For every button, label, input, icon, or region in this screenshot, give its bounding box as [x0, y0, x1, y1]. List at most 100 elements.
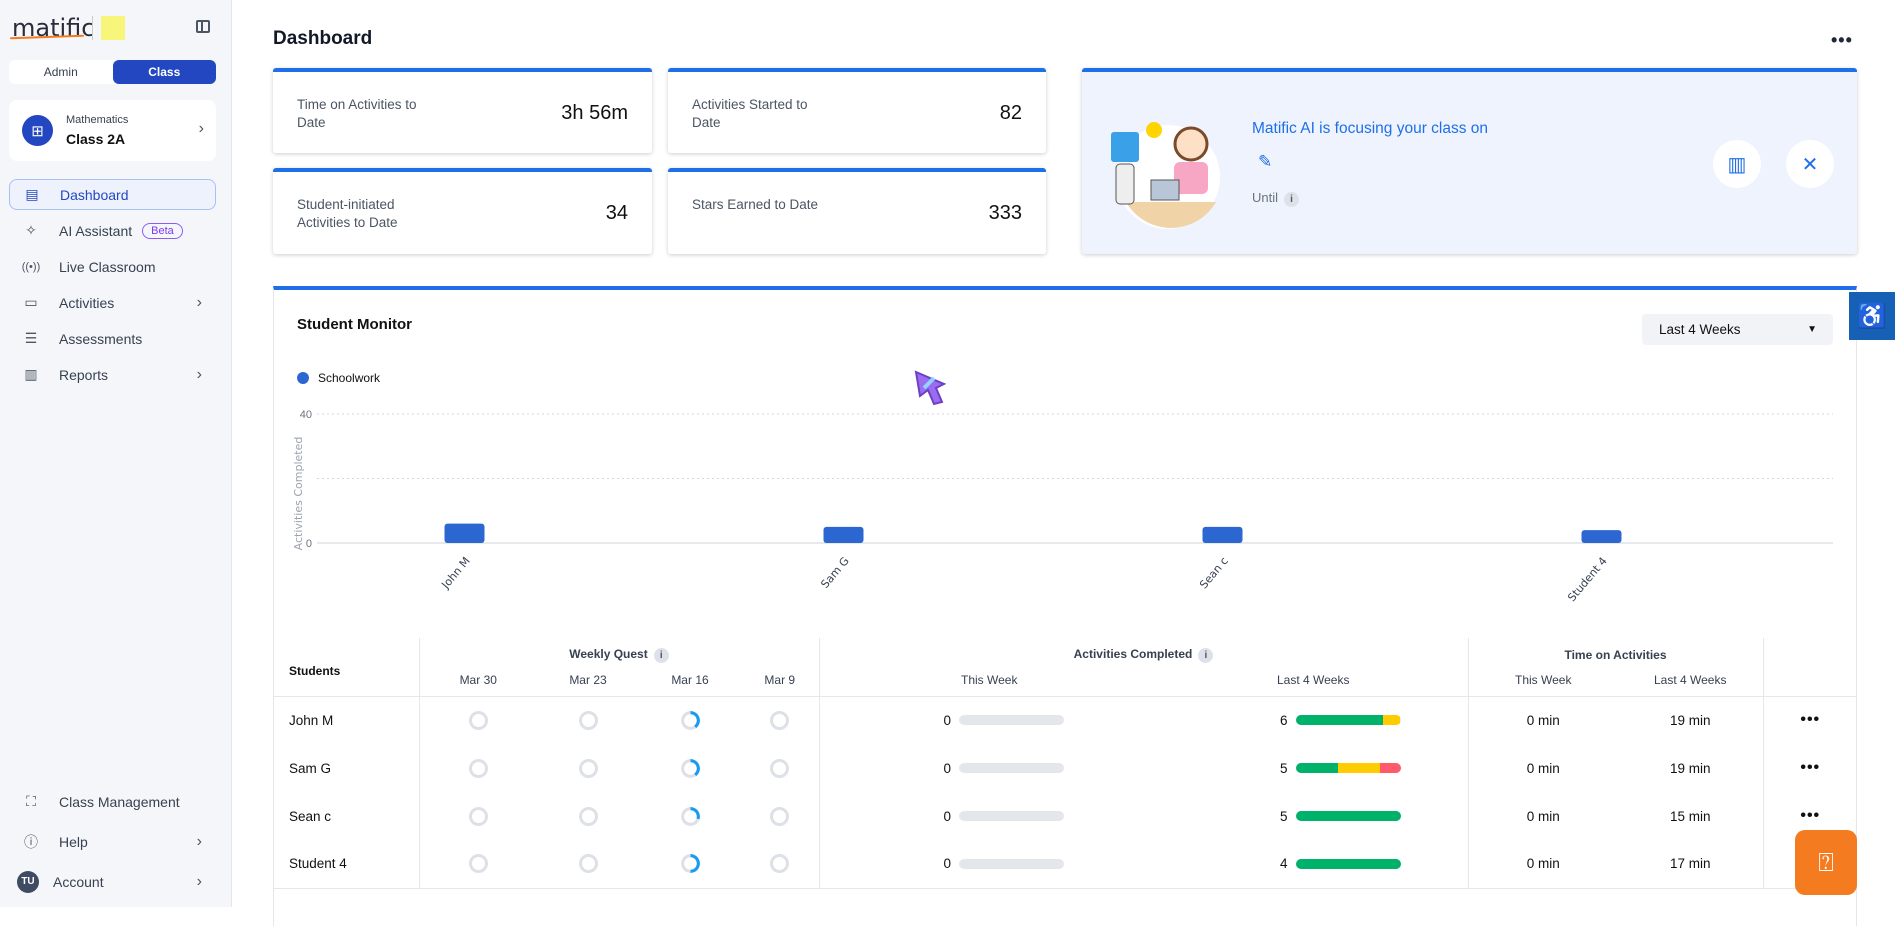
stat-card-stars: Stars Earned to Date 333	[668, 168, 1046, 254]
activities-this-week: 0	[818, 744, 1159, 792]
more-icon[interactable]: •••	[1800, 807, 1821, 824]
more-icon[interactable]: •••	[1800, 711, 1821, 729]
legend-label: Schoolwork	[318, 371, 381, 385]
last-4-weeks-header: Last 4 Weeks	[1277, 672, 1350, 687]
sidebar-item-label: Account	[53, 873, 104, 890]
sidebar-item-ai-assistant[interactable]: ✧ AI Assistant Beta	[9, 215, 216, 246]
row-actions[interactable]: •••	[1762, 696, 1857, 744]
stat-label: Activities Started to Date	[692, 97, 808, 130]
table-row[interactable]: John M 0 6 0 min 19 min •••	[273, 696, 1857, 744]
quest-progress	[418, 792, 537, 840]
help-icon: ⓘ	[24, 833, 38, 850]
sidebar-item-class-management[interactable]: ⛶ Class Management	[9, 786, 216, 817]
sidebar-item-help[interactable]: ⓘ Help ›	[9, 826, 216, 857]
bar-chart-icon: ▥	[1727, 153, 1747, 176]
stat-card-time: Time on Activities to Date 3h 56m	[273, 68, 652, 153]
chat-help-icon: ⍰	[1818, 846, 1834, 877]
ai-focus-title: Matific AI is focusing your class on	[1252, 120, 1489, 137]
time-this-week: 0 min	[1467, 744, 1618, 792]
time-last-4-weeks: 15 min	[1669, 808, 1711, 824]
close-button[interactable]: ✕	[1786, 140, 1834, 188]
accessibility-icon: ♿	[1857, 302, 1887, 330]
sidebar-item-label: Reports	[59, 366, 109, 383]
x-tick-label: Sam G	[818, 555, 851, 591]
student-name[interactable]: Sean c	[289, 808, 332, 824]
sidebar-item-live-classroom[interactable]: ((•)) Live Classroom	[9, 251, 216, 282]
table-row[interactable]: Sean c 0 5 0 min 15 min •••	[273, 792, 1857, 840]
time-on-activities-header: Time on Activities	[1467, 638, 1763, 664]
stat-value: 82	[999, 102, 1022, 124]
sidebar-item-account[interactable]: TU Account ›	[9, 866, 216, 897]
class-selector[interactable]: ⊞ Mathematics Class 2A ›	[9, 100, 216, 161]
sidebar-item-activities[interactable]: ▭ Activities ›	[9, 287, 216, 318]
quest-progress	[741, 696, 819, 744]
bar	[444, 523, 485, 543]
date-range-dropdown[interactable]: Last 4 Weeks ▼	[1642, 314, 1833, 345]
sidebar-item-dashboard[interactable]: ▤ Dashboard	[9, 179, 216, 210]
student-name[interactable]: John M	[289, 712, 334, 728]
chevron-right-icon: ›	[196, 832, 202, 850]
student-name[interactable]: Student 4	[289, 856, 347, 872]
row-actions[interactable]: •••	[1762, 744, 1857, 792]
progress-bar	[1295, 763, 1401, 773]
week-header: Mar 30	[418, 664, 537, 696]
y-axis-label: Activities Completed	[292, 437, 305, 551]
math-icon: ⊞	[22, 115, 53, 146]
table-row[interactable]: Student 4 0 4 0 min 17 min	[273, 840, 1857, 888]
activities-last-4-weeks: 4	[1159, 840, 1468, 888]
student-name[interactable]: Sam G	[289, 760, 332, 776]
info-icon[interactable]: i	[1198, 648, 1214, 663]
chevron-right-icon: ›	[198, 120, 204, 137]
activities-last-4-weeks: 5	[1159, 792, 1468, 840]
info-icon[interactable]: i	[653, 648, 669, 663]
ai-illustration	[1111, 122, 1220, 229]
quest-progress	[418, 696, 537, 744]
quest-progress	[537, 744, 639, 792]
activities-this-week: 0	[818, 840, 1159, 888]
quest-progress	[537, 792, 639, 840]
until-label: Until i	[1252, 190, 1300, 207]
ai-report-button[interactable]: ▥	[1713, 140, 1761, 188]
chart-legend: Schoolwork	[297, 371, 380, 385]
support-chat-button[interactable]: ⍰	[1795, 830, 1857, 895]
collapse-sidebar-icon[interactable]	[196, 20, 210, 33]
chevron-right-icon: ›	[196, 293, 202, 311]
quest-progress	[418, 744, 537, 792]
stat-value: 3h 56m	[561, 102, 628, 124]
time-last-4-weeks: 19 min	[1669, 712, 1711, 728]
sidebar-item-reports[interactable]: ▥ Reports ›	[9, 359, 216, 390]
admin-toggle[interactable]: Admin	[43, 65, 78, 79]
sidebar-item-assessments[interactable]: ☰ Assessments	[9, 323, 216, 354]
week-header: Mar 23	[569, 672, 607, 687]
more-options-button[interactable]: •••	[1831, 30, 1853, 50]
bar	[823, 526, 864, 543]
layout-icon: ▤	[25, 186, 39, 202]
sidebar-item-label: Live Classroom	[59, 258, 156, 275]
accessibility-button[interactable]: ♿	[1849, 292, 1895, 340]
info-icon[interactable]: i	[1284, 192, 1300, 207]
stat-label: Student-initiated Activities to Date	[297, 197, 398, 230]
quest-progress	[741, 840, 819, 888]
class-toggle[interactable]: Class	[112, 60, 216, 84]
stat-card-started: Activities Started to Date 82	[668, 68, 1046, 153]
actions-header	[1762, 638, 1857, 697]
stat-value: 34	[605, 202, 628, 224]
more-icon[interactable]: •••	[1800, 759, 1821, 776]
activities-this-week: 0	[818, 792, 1159, 840]
stat-card-student-initiated: Student-initiated Activities to Date 34	[273, 168, 652, 254]
x-tick-label: John M	[438, 555, 472, 592]
chevron-right-icon: ›	[196, 872, 202, 890]
count: 5	[1279, 760, 1288, 776]
chevron-right-icon: ›	[196, 365, 202, 383]
sidebar-item-label: Assessments	[59, 330, 143, 347]
count: 0	[943, 856, 951, 872]
table-row[interactable]: Sam G 0 5 0 min 19 min •••	[273, 744, 1857, 792]
edit-icon[interactable]: ✎	[1258, 152, 1273, 171]
legend-marker	[297, 372, 309, 384]
x-tick-label: Student 4	[1565, 555, 1610, 605]
progress-bar	[959, 715, 1064, 726]
count: 0	[943, 760, 951, 776]
quest-progress	[537, 696, 639, 744]
sparkles-icon: ✧	[25, 222, 37, 238]
students-header: Students	[273, 638, 419, 697]
